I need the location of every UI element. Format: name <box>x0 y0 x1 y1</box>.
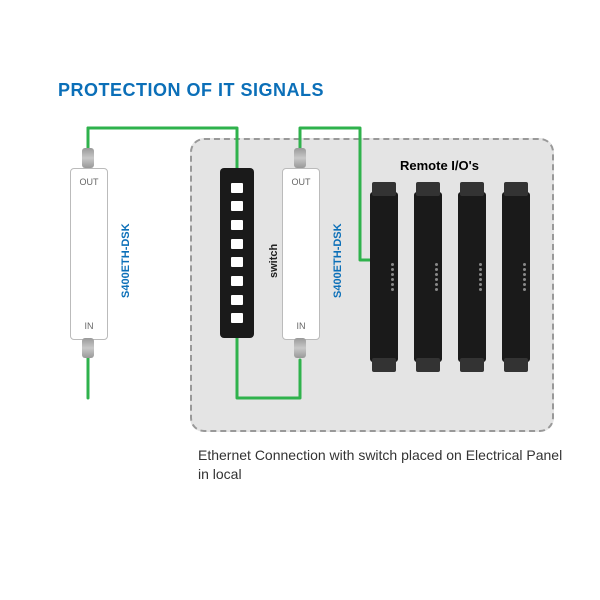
protector-left-name: S400ETH-DSK <box>120 223 132 298</box>
switch-port <box>231 257 243 267</box>
switch-port <box>231 183 243 193</box>
remote-io-module <box>370 192 398 362</box>
ethernet-switch <box>220 168 254 338</box>
switch-label: switch <box>268 244 280 278</box>
remote-io-module <box>502 192 530 362</box>
remote-io-module <box>458 192 486 362</box>
protector-right-name: S400ETH-DSK <box>332 223 344 298</box>
surge-protector-right: OUT IN <box>282 168 320 340</box>
switch-port <box>231 295 243 305</box>
cable-connector <box>82 338 94 358</box>
remote-io-module <box>414 192 442 362</box>
cable-connector <box>294 148 306 168</box>
switch-port <box>231 313 243 323</box>
switch-port <box>231 276 243 286</box>
in-label: IN <box>297 321 306 331</box>
out-label: OUT <box>292 177 311 187</box>
cable-connector <box>82 148 94 168</box>
switch-port <box>231 239 243 249</box>
caption-line1: Ethernet Connection with switch placed o… <box>198 447 562 463</box>
page-title: PROTECTION OF IT SIGNALS <box>58 80 324 101</box>
caption-line2: in local <box>198 466 242 482</box>
caption: Ethernet Connection with switch placed o… <box>198 446 562 484</box>
in-label: IN <box>85 321 94 331</box>
switch-port <box>231 201 243 211</box>
out-label: OUT <box>80 177 99 187</box>
surge-protector-left: OUT IN <box>70 168 108 340</box>
cable-connector <box>294 338 306 358</box>
switch-port <box>231 220 243 230</box>
remote-io-header: Remote I/O's <box>400 158 479 173</box>
